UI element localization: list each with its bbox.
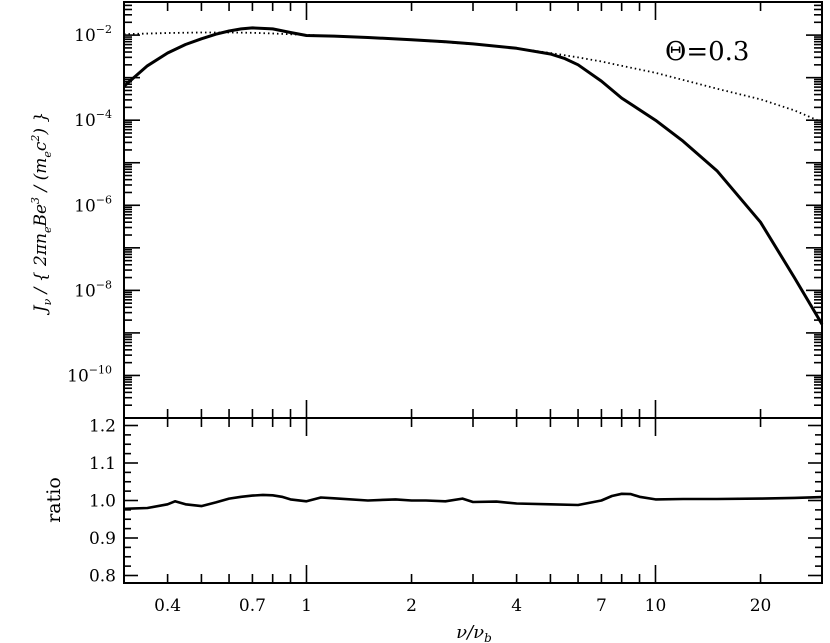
solid-series-line bbox=[123, 26, 824, 325]
top-panel: 10−2 10−4 10−6 10−8 10−10 Θ=0.3 Jν / { 2πneB… bbox=[29, 1, 824, 419]
x-tick-label: 20 bbox=[750, 596, 772, 616]
y-tick-label: 0.9 bbox=[89, 529, 116, 549]
y-tick-label: 10−2 bbox=[74, 23, 112, 46]
y-tick-label: 10−8 bbox=[74, 278, 112, 301]
y-tick-label: 10−10 bbox=[67, 363, 112, 386]
x-tick-label: 7 bbox=[596, 596, 607, 616]
y-tick-label: 1.1 bbox=[89, 454, 116, 474]
x-tick-label: 10 bbox=[645, 596, 667, 616]
top-y-axis-label: Jν / { 2πneBe3 / (mec2) } bbox=[29, 112, 54, 316]
theta-annotation: Θ=0.3 bbox=[665, 37, 749, 67]
y-tick-label: 0.8 bbox=[89, 567, 116, 587]
bottom-x-tick-labels: 0.4 0.7 1 2 4 7 10 20 bbox=[154, 596, 771, 616]
top-series-group bbox=[123, 26, 824, 325]
bottom-y-axis-label: ratio bbox=[43, 477, 65, 523]
x-axis-label: ν/νb bbox=[456, 622, 492, 643]
y-tick-label: 1.0 bbox=[89, 492, 116, 512]
y-tick-label: 10−6 bbox=[74, 193, 112, 216]
x-tick-label: 1 bbox=[301, 596, 312, 616]
bottom-y-tick-labels: 0.8 0.9 1.0 1.1 1.2 bbox=[89, 417, 116, 587]
ratio-series-line bbox=[123, 492, 823, 511]
bottom-panel: 0.8 0.9 1.0 1.1 1.2 0.4 0.7 1 2 4 7 10 20 ratio ν/ν… bbox=[43, 417, 823, 643]
dotted-series-line bbox=[123, 31, 823, 123]
bottom-plot-frame bbox=[123, 417, 823, 584]
x-tick-label: 2 bbox=[406, 596, 417, 616]
y-tick-label: 1.2 bbox=[89, 417, 116, 437]
top-y-tick-labels: 10−2 10−4 10−6 10−8 10−10 bbox=[67, 23, 112, 386]
bottom-panel-ticks bbox=[123, 418, 823, 583]
y-tick-label: 10−4 bbox=[74, 108, 112, 131]
x-tick-label: 0.4 bbox=[154, 596, 181, 616]
x-tick-label: 4 bbox=[511, 596, 522, 616]
x-tick-label: 0.7 bbox=[239, 596, 266, 616]
bottom-series-group bbox=[123, 492, 823, 511]
